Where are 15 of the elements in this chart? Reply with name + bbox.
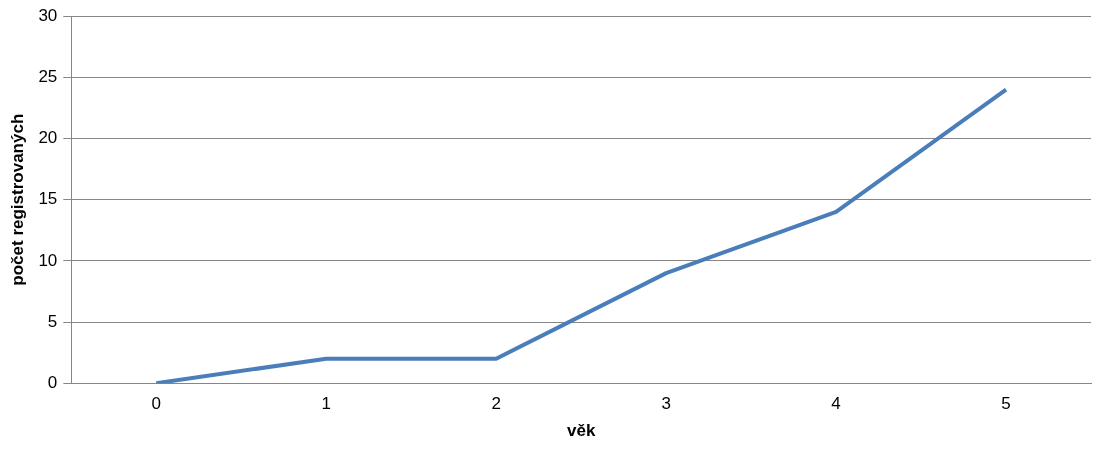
y-tick-label: 15 xyxy=(38,189,58,209)
y-tick-label: 25 xyxy=(38,67,58,87)
x-tick-label: 3 xyxy=(661,394,671,414)
y-tick-label: 20 xyxy=(38,128,58,148)
y-tick-label: 5 xyxy=(47,311,58,331)
x-tick-label: 1 xyxy=(321,394,331,414)
y-axis-title: počet registrovaných xyxy=(7,113,27,286)
x-tick-label: 5 xyxy=(1001,394,1011,414)
x-axis-title: věk xyxy=(566,421,596,441)
y-tick-label: 10 xyxy=(38,250,58,270)
y-tick-label: 0 xyxy=(47,372,58,392)
x-tick-label: 0 xyxy=(151,394,162,414)
x-tick-label: 4 xyxy=(831,394,841,414)
y-tick-label: 30 xyxy=(38,5,58,25)
x-tick-label: 2 xyxy=(491,394,501,414)
